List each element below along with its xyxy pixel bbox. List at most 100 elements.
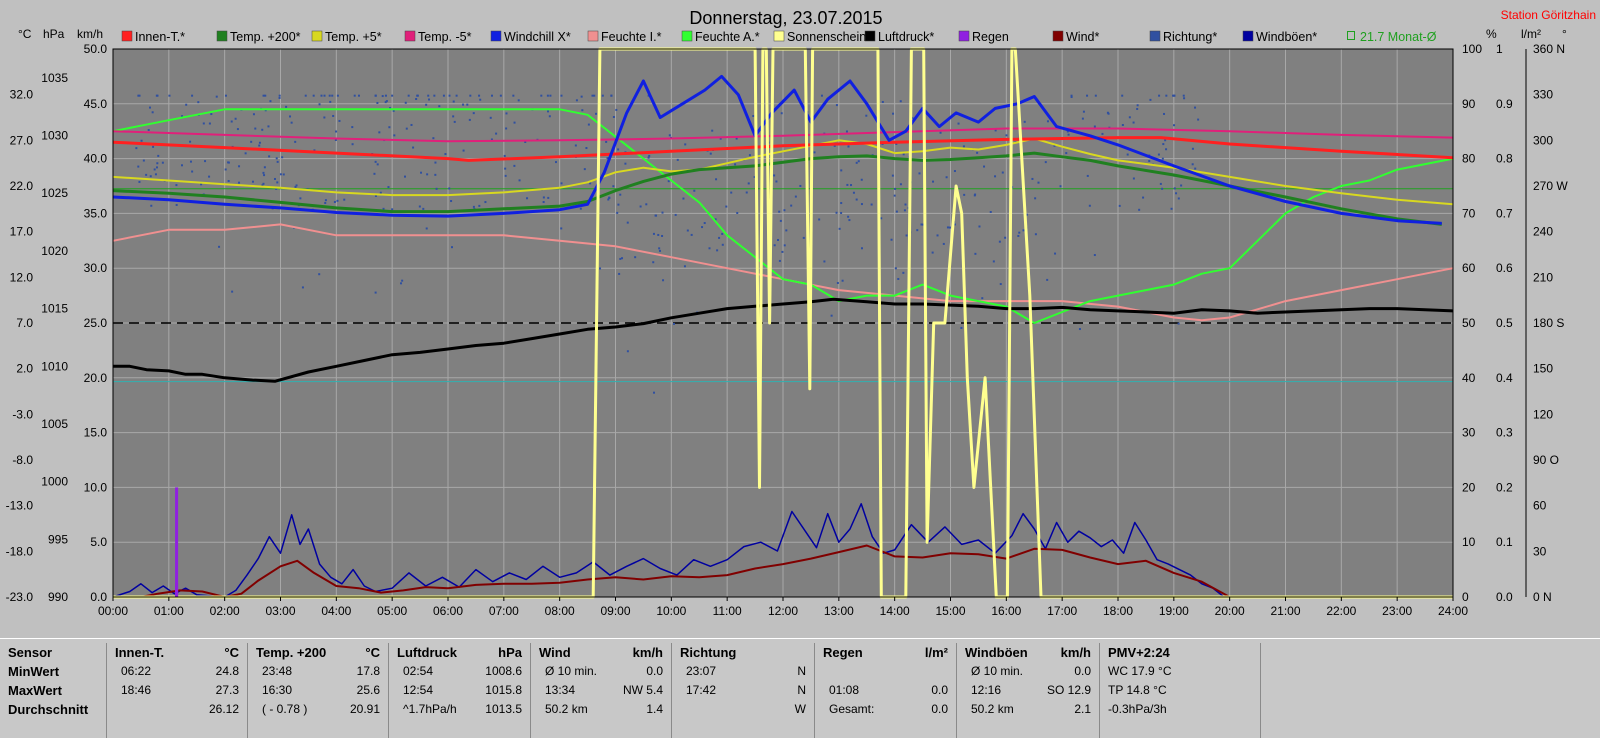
x-tick-label: 03:00 — [265, 604, 295, 618]
direction-point — [373, 172, 376, 175]
x-tick-label: 15:00 — [935, 604, 965, 618]
direction-point — [652, 232, 655, 235]
direction-point — [262, 171, 265, 174]
direction-point — [921, 223, 924, 226]
direction-point — [904, 203, 907, 206]
row-labels-column: Sensor MinWert MaxWert Durchschnitt — [0, 643, 107, 738]
direction-point — [905, 234, 908, 237]
cell-value: W — [794, 702, 806, 716]
direction-point — [285, 105, 288, 108]
direction-point — [575, 99, 578, 102]
direction-point — [1059, 185, 1062, 188]
direction-point — [180, 164, 183, 167]
direction-point — [252, 113, 255, 116]
direction-point — [484, 201, 487, 204]
direction-point — [215, 95, 218, 98]
x-tick-label: 05:00 — [377, 604, 407, 618]
pct-tick-label: 30 — [1462, 426, 1476, 440]
direction-point — [455, 94, 458, 97]
legend-swatch-windb-en — [1242, 30, 1254, 42]
direction-point — [974, 252, 977, 255]
direction-point — [428, 98, 431, 101]
direction-point — [197, 101, 200, 104]
direction-point — [148, 106, 151, 109]
temp-tick-label: 17.0 — [10, 225, 34, 239]
cell-value: 0.0 — [1074, 664, 1091, 678]
direction-point — [353, 94, 356, 97]
direction-point — [313, 149, 316, 152]
direction-point — [140, 139, 143, 142]
direction-point — [524, 140, 527, 143]
direction-point — [1054, 252, 1057, 255]
direction-point — [918, 172, 921, 175]
x-tick-label: 09:00 — [600, 604, 630, 618]
direction-point — [546, 110, 549, 113]
dir-tick-label: 300 — [1533, 133, 1553, 147]
direction-point — [1046, 278, 1049, 281]
direction-point — [438, 105, 441, 108]
row-label-sensor: Sensor — [8, 645, 53, 660]
direction-point — [258, 144, 261, 147]
direction-point — [191, 170, 194, 173]
direction-point — [880, 217, 883, 220]
direction-point — [379, 191, 382, 194]
rain-tick-label: 0.5 — [1496, 316, 1513, 330]
direction-point — [154, 173, 157, 176]
dir-tick-label: 120 — [1533, 407, 1553, 421]
direction-point — [711, 129, 714, 132]
direction-point — [714, 218, 717, 221]
cell-value: SO 12.9 — [1046, 683, 1091, 697]
direction-point — [1025, 213, 1028, 216]
direction-point — [599, 267, 602, 270]
direction-point — [238, 181, 241, 184]
direction-point — [254, 127, 257, 130]
temp-tick-label: 22.0 — [10, 179, 34, 193]
direction-point — [654, 214, 657, 217]
cell-time: ^1.7hPa/h — [403, 702, 457, 716]
direction-point — [1194, 167, 1197, 170]
direction-point — [835, 211, 838, 214]
x-tick-label: 24:00 — [1438, 604, 1468, 618]
wind-tick-label: 0.0 — [90, 590, 107, 604]
direction-point — [526, 197, 529, 200]
direction-point — [278, 96, 281, 99]
direction-point — [1088, 204, 1091, 207]
direction-point — [1132, 177, 1135, 180]
direction-point — [939, 131, 942, 134]
rain-tick-label: 0.2 — [1496, 480, 1513, 494]
direction-point — [267, 125, 270, 128]
direction-point — [1093, 254, 1096, 257]
direction-point — [376, 163, 379, 166]
wind-tick-label: 20.0 — [84, 371, 108, 385]
direction-point — [683, 265, 686, 268]
direction-point — [658, 247, 661, 250]
cell-time: 02:54 — [403, 664, 434, 678]
legend-label-windchill-x: Windchill X* — [504, 30, 571, 44]
direction-point — [668, 134, 671, 137]
direction-point — [560, 94, 563, 97]
direction-point — [276, 160, 279, 163]
legend-swatch-luftdruck — [864, 30, 876, 42]
row-label-avg: Durchschnitt — [8, 702, 89, 717]
direction-point — [870, 203, 873, 206]
direction-point — [672, 322, 675, 325]
direction-point — [721, 243, 724, 246]
direction-point — [374, 291, 377, 294]
direction-point — [466, 103, 469, 106]
direction-point — [156, 162, 159, 165]
direction-point — [753, 176, 756, 179]
direction-point — [783, 244, 786, 247]
direction-point — [607, 198, 610, 201]
direction-point — [138, 94, 141, 97]
direction-point — [388, 126, 391, 129]
direction-point — [1121, 94, 1124, 97]
direction-point — [275, 157, 278, 160]
direction-point — [661, 234, 664, 237]
direction-point — [251, 180, 254, 183]
direction-point — [323, 116, 326, 119]
legend-swatch-sonnenschein — [773, 30, 785, 42]
direction-point — [1086, 94, 1089, 97]
legend-swatch-windchill-x — [490, 30, 502, 42]
direction-point — [606, 157, 609, 160]
direction-point — [1163, 112, 1166, 115]
